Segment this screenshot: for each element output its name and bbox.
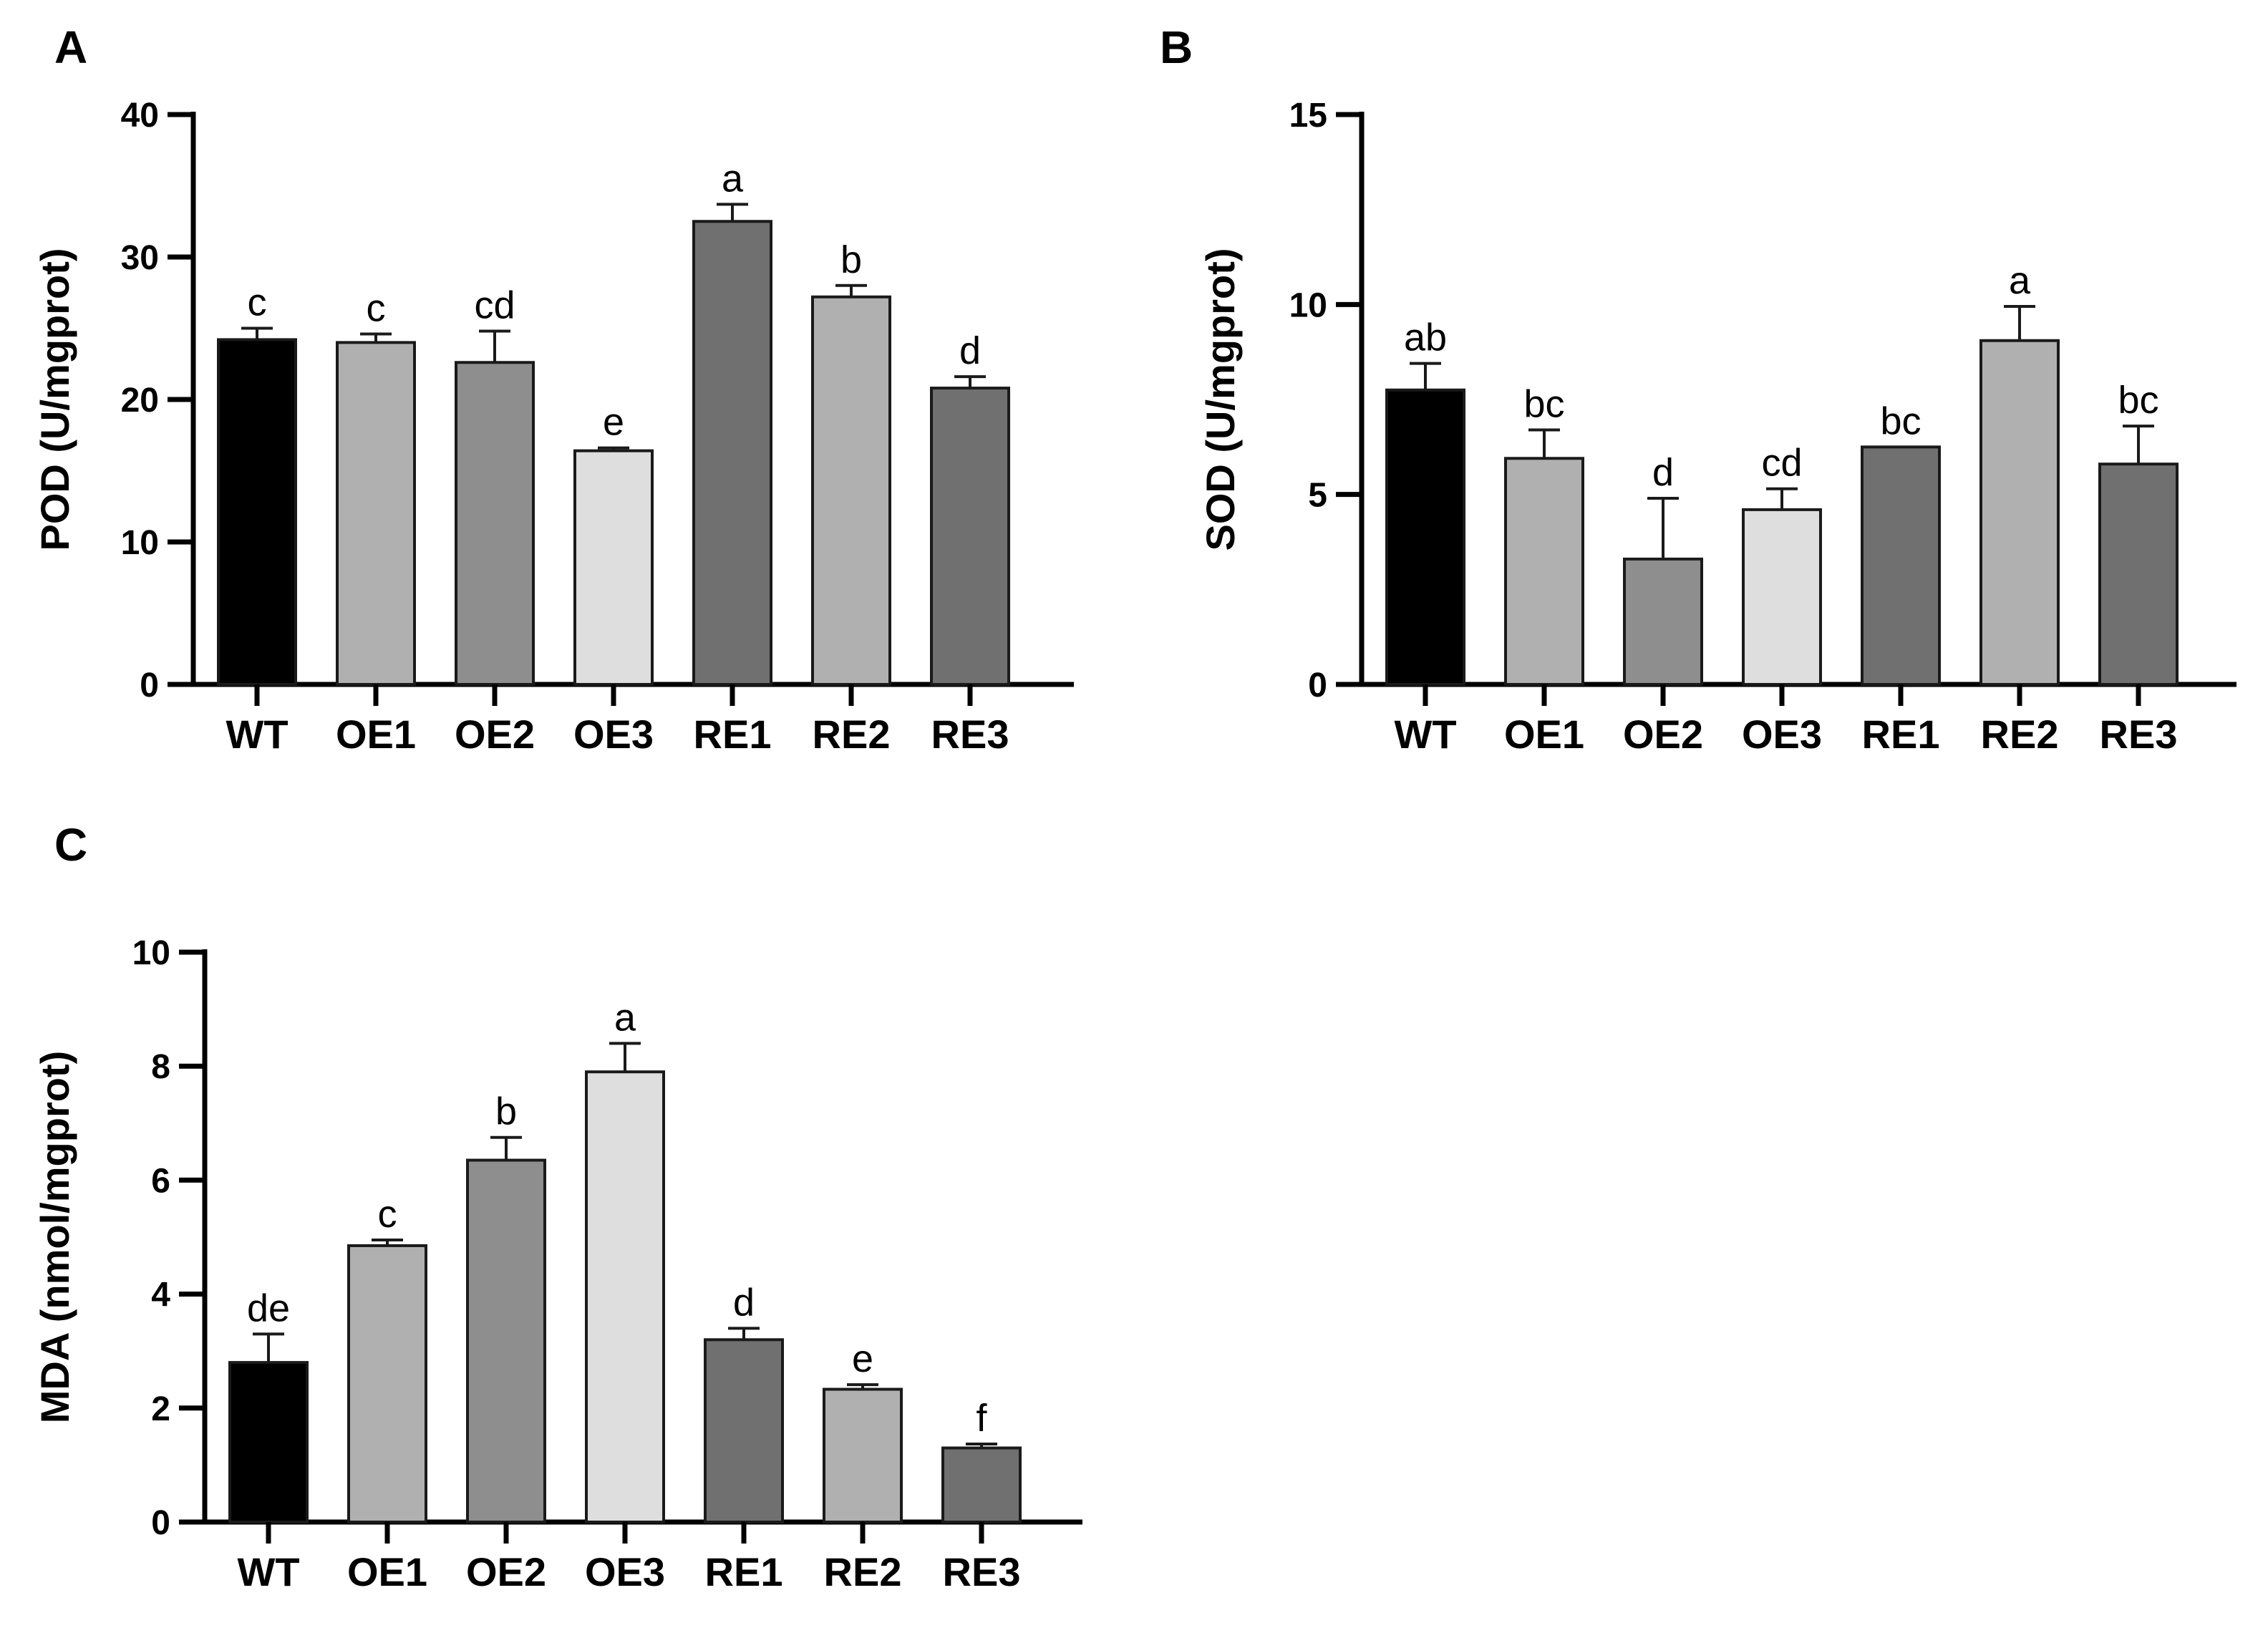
bar-oe3 [585, 1070, 665, 1524]
bar-oe3 [573, 449, 654, 686]
y-axis-label: SOD (U/mgprot) [1198, 248, 1243, 551]
bar-oe3 [1742, 508, 1822, 686]
significance-letter: c [367, 286, 386, 329]
y-tick-label: 4 [151, 1276, 170, 1314]
significance-letter: e [603, 401, 624, 444]
x-tick-label: OE3 [1742, 712, 1822, 757]
x-tick-label: RE2 [824, 1549, 902, 1594]
bar-wt [228, 1361, 309, 1523]
significance-letter: a [614, 996, 636, 1039]
x-tick-label: OE3 [585, 1549, 665, 1594]
x-tick-label: RE2 [1981, 712, 2059, 757]
significance-letter: b [495, 1090, 517, 1133]
x-tick-label: WT [237, 1549, 299, 1594]
significance-letter: de [247, 1287, 290, 1329]
x-tick-label: OE3 [573, 712, 654, 757]
significance-letter: cd [474, 284, 515, 326]
significance-letter: ab [1404, 316, 1447, 359]
panel-a: A POD (U/mgprot) 0 10 20 30 40 c WT c OE1 cd OE2 e OE3… [32, 21, 1074, 757]
significance-letter: a [722, 157, 744, 200]
x-tick-label: OE2 [455, 712, 535, 757]
x-tick-label: RE2 [813, 712, 891, 757]
significance-letter: d [959, 329, 981, 372]
x-tick-label: RE1 [705, 1549, 783, 1594]
y-tick-label: 10 [121, 524, 159, 562]
y-tick-label: 15 [1289, 97, 1327, 135]
panel-b: B SOD (U/mgprot) 0 5 10 15 ab WT bc OE1 d OE2 cd OE3 b… [1160, 21, 2236, 757]
significance-letter: b [840, 238, 862, 281]
bar-oe1 [1504, 457, 1584, 687]
bar-re2 [823, 1387, 903, 1523]
significance-letter: c [248, 281, 267, 324]
y-tick-label: 40 [121, 97, 159, 135]
significance-letter: d [1652, 451, 1674, 494]
bar-re3 [930, 387, 1010, 687]
significance-letter: bc [1523, 382, 1564, 425]
significance-letter: d [733, 1281, 755, 1324]
x-tick-label: RE3 [2100, 712, 2178, 757]
bar-re2 [811, 295, 891, 687]
significance-letter: e [852, 1337, 873, 1380]
bar-re3 [2098, 462, 2179, 686]
y-tick-label: 0 [1308, 667, 1327, 704]
bar-oe2 [1623, 557, 1703, 686]
bar-wt [1385, 388, 1465, 686]
x-tick-label: WT [1394, 712, 1456, 757]
y-tick-label: 10 [132, 934, 170, 972]
bar-wt [217, 338, 297, 686]
bar-oe1 [347, 1244, 427, 1523]
x-tick-label: RE1 [694, 712, 772, 757]
bar-oe2 [455, 361, 535, 686]
significance-letter: f [976, 1397, 987, 1440]
significance-letter: a [2009, 259, 2031, 302]
y-tick-label: 0 [140, 667, 159, 704]
x-tick-label: OE1 [336, 712, 416, 757]
y-tick-label: 0 [151, 1504, 170, 1542]
bar-re3 [941, 1446, 1022, 1524]
significance-letter: bc [1880, 399, 1921, 442]
significance-letter: bc [2118, 379, 2158, 422]
y-axis-label: POD (U/mgprot) [32, 248, 77, 551]
y-tick-label: 8 [151, 1048, 170, 1086]
x-tick-label: WT [226, 712, 288, 757]
y-tick-label: 20 [121, 382, 159, 420]
x-tick-label: OE2 [1623, 712, 1703, 757]
x-tick-label: RE1 [1862, 712, 1940, 757]
y-tick-label: 5 [1308, 477, 1327, 515]
x-tick-label: OE1 [1504, 712, 1584, 757]
y-tick-label: 10 [1289, 286, 1327, 324]
y-tick-label: 30 [121, 239, 159, 277]
x-tick-label: RE3 [943, 1549, 1021, 1594]
panel-label: B [1160, 21, 1193, 73]
bar-re1 [692, 220, 772, 686]
y-tick-label: 6 [151, 1162, 170, 1200]
panel-label: A [54, 21, 87, 73]
bar-re1 [1861, 445, 1941, 686]
bar-oe2 [466, 1158, 546, 1524]
x-tick-label: RE3 [931, 712, 1009, 757]
y-axis-label: MDA (nmol/mgprot) [32, 1051, 77, 1424]
significance-letter: cd [1761, 442, 1802, 485]
significance-letter: c [378, 1193, 397, 1236]
x-tick-label: OE1 [347, 1549, 427, 1594]
panel-label: C [54, 819, 87, 871]
bar-re1 [704, 1338, 784, 1524]
bar-re2 [1979, 339, 2060, 686]
bar-oe1 [336, 341, 416, 686]
x-tick-label: OE2 [466, 1549, 546, 1594]
y-tick-label: 2 [151, 1390, 170, 1428]
